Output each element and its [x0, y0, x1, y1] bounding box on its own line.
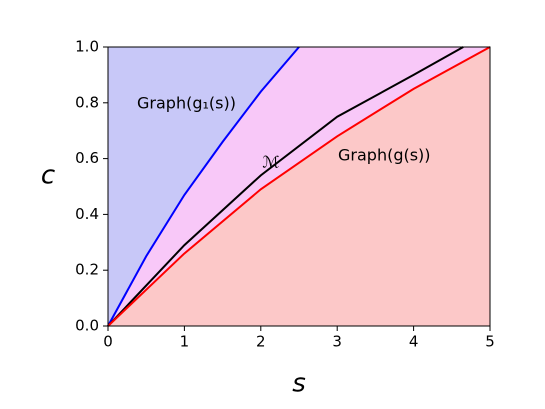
- x-tick-label: 5: [485, 333, 495, 351]
- x-tick-label: 1: [180, 333, 190, 351]
- x-tick-label: 0: [103, 333, 113, 351]
- x-tick-label: 4: [409, 333, 419, 351]
- curve: [107, 46, 464, 327]
- plot-frame: [107, 46, 491, 327]
- curve: [107, 46, 300, 327]
- y-tick-label: 0.6: [75, 149, 99, 167]
- x-axis-label: s: [292, 369, 306, 399]
- region: [108, 47, 490, 326]
- y-axis-label: c: [41, 161, 55, 191]
- curve-label: Graph(g₁(s)): [137, 94, 236, 113]
- y-tick-label: 1.0: [75, 38, 99, 56]
- region: [108, 47, 299, 326]
- y-tick-label: 0.4: [75, 205, 99, 223]
- x-tick-label: 2: [256, 333, 266, 351]
- y-tick-label: 0.0: [75, 317, 99, 335]
- y-tick-label: 0.2: [75, 261, 99, 279]
- curve-label: ℳ: [262, 153, 279, 172]
- curve: [107, 46, 491, 327]
- curve-label: Graph(g(s)): [338, 146, 431, 165]
- region: [108, 47, 490, 326]
- y-tick-label: 0.8: [75, 93, 99, 111]
- x-tick-label: 3: [332, 333, 342, 351]
